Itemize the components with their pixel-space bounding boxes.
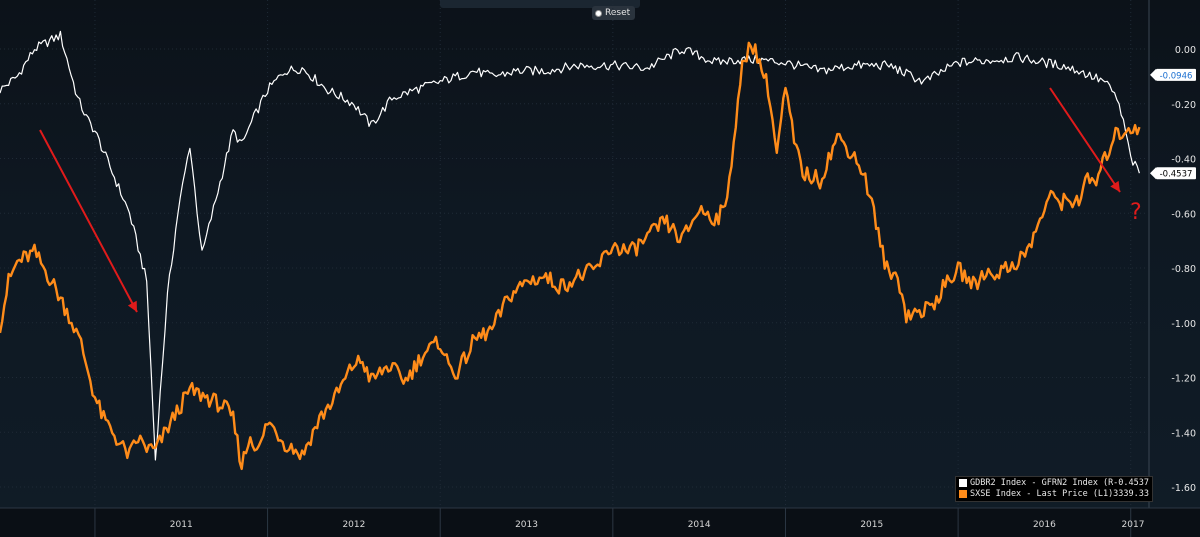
reset-icon xyxy=(595,9,602,17)
last-value-label-white-pointer xyxy=(1150,167,1156,180)
right-axis-tick-label: -1.00 xyxy=(1171,319,1196,330)
legend-value: -0.4537 xyxy=(1113,478,1149,488)
right-axis-tick-label: -1.40 xyxy=(1171,428,1196,439)
chart-toolbar[interactable] xyxy=(440,0,640,8)
x-axis-year-label: 2013 xyxy=(515,520,538,530)
left-red-arrow-head xyxy=(127,300,137,312)
last-value-label-blue-box xyxy=(1156,68,1196,81)
reset-label: Reset xyxy=(605,8,631,18)
left-red-arrow xyxy=(39,129,138,313)
x-axis-band xyxy=(0,508,1200,537)
question-mark-annotation: ? xyxy=(1130,200,1142,225)
legend-item: GDBR2 Index - GFRN2 Index (R1) -0.4537 xyxy=(959,478,1149,489)
right-axis-tick-label: -0.20 xyxy=(1171,100,1196,111)
x-axis-year-label: 2016 xyxy=(1033,520,1056,530)
right-axis-tick-label: 0.00 xyxy=(1175,45,1196,56)
right-axis-tick-label: -0.80 xyxy=(1171,264,1196,275)
legend-label: GDBR2 Index - GFRN2 Index (R1) xyxy=(970,478,1114,488)
legend-label: SXSE Index - Last Price (L1) xyxy=(970,489,1114,499)
x-axis-year-label: 2017 xyxy=(1122,520,1145,530)
x-axis-year-label: 2014 xyxy=(688,520,711,530)
chart-legend: GDBR2 Index - GFRN2 Index (R1) -0.4537 S… xyxy=(955,476,1153,502)
spread-series-line xyxy=(0,30,1140,461)
x-axis-year-label: 2012 xyxy=(342,520,365,530)
right-axis-tick-label: -0.40 xyxy=(1171,155,1196,166)
legend-item: SXSE Index - Last Price (L1) 3339.33 xyxy=(959,489,1149,500)
x-axis-year-label: 2015 xyxy=(860,520,883,530)
right-red-arrow-head xyxy=(1110,180,1120,192)
right-axis-tick-label: -0.60 xyxy=(1171,209,1196,220)
legend-swatch xyxy=(959,490,967,498)
right-axis-tick-label: -1.20 xyxy=(1171,374,1196,385)
right-axis-tick-label: -1.60 xyxy=(1171,483,1196,494)
last-value-label-white-box xyxy=(1156,167,1196,180)
last-value-label-blue-pointer xyxy=(1150,68,1156,81)
sxse-series-line xyxy=(0,41,1141,471)
right-red-arrow xyxy=(1049,87,1121,193)
last-value-label-white: -0.4537 xyxy=(1160,170,1193,180)
legend-value: 3339.33 xyxy=(1113,489,1149,499)
last-value-label-blue: -0.0946 xyxy=(1160,71,1193,81)
legend-swatch xyxy=(959,479,967,487)
x-axis-year-label: 2011 xyxy=(170,520,193,530)
reset-button[interactable]: Reset xyxy=(592,6,636,20)
